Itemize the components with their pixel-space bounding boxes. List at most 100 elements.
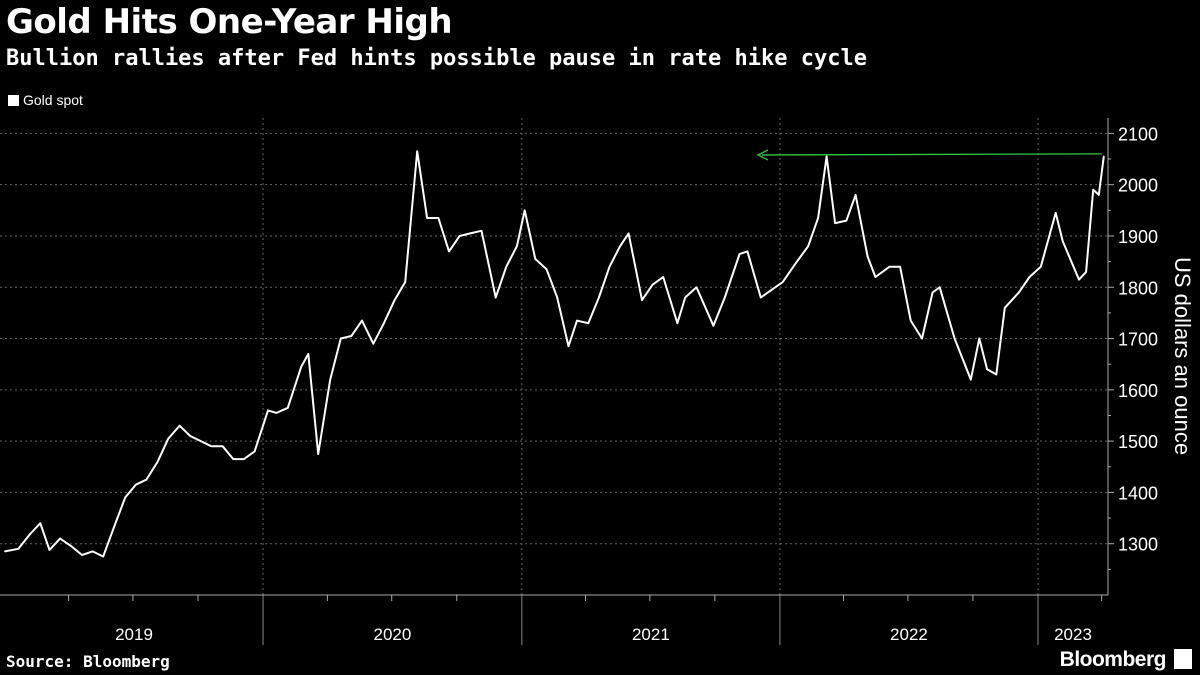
data-point: [361, 319, 363, 322]
data-point: [662, 276, 665, 278]
data-point: [1092, 189, 1094, 191]
y-tick-label: 1400: [1118, 483, 1158, 503]
data-point: [931, 291, 934, 294]
y-tick-label: 1500: [1118, 432, 1158, 452]
data-point: [978, 337, 981, 340]
data-point: [286, 406, 289, 409]
data-point: [145, 478, 148, 481]
x-tick-label: 2019: [115, 625, 153, 644]
data-point: [124, 496, 126, 499]
data-point: [695, 286, 698, 289]
legend-swatch: [8, 94, 19, 106]
data-point: [834, 222, 836, 224]
data-point: [469, 232, 472, 235]
data-point: [545, 268, 548, 271]
data-point: [505, 265, 508, 268]
legend-label: Gold spot: [23, 92, 83, 108]
data-point: [307, 353, 310, 355]
data-point: [1018, 291, 1020, 294]
data-point: [300, 365, 303, 368]
data-point: [91, 550, 94, 553]
y-tick-label: 1300: [1118, 535, 1158, 555]
data-point: [329, 378, 332, 381]
data-point: [817, 217, 819, 219]
data-point: [909, 319, 912, 322]
data-point: [796, 260, 798, 263]
bloomberg-terminal-icon: [1174, 649, 1192, 669]
data-point: [760, 296, 762, 299]
data-point: [317, 453, 319, 455]
annotation-arrow-line: [761, 153, 1102, 156]
data-point: [81, 554, 83, 556]
data-point: [1098, 194, 1100, 196]
data-point: [404, 281, 406, 283]
y-tick-label: 1700: [1118, 330, 1158, 350]
x-tick-label: 2022: [890, 625, 928, 644]
data-point: [1054, 212, 1057, 214]
data-point: [608, 265, 611, 268]
data-point: [684, 296, 686, 299]
data-point: [746, 250, 749, 253]
data-point: [1061, 240, 1064, 242]
data-point: [189, 435, 192, 437]
data-point: [576, 319, 578, 322]
data-point: [494, 296, 497, 299]
data-point: [866, 255, 869, 258]
annotation-arrow-head: [756, 149, 769, 161]
series-line-gold-spot: [4, 150, 1105, 558]
legend: Gold spot: [8, 92, 83, 108]
data-point: [437, 217, 440, 219]
data-point: [534, 258, 537, 260]
data-point: [156, 460, 159, 463]
data-point: [416, 150, 418, 153]
data-point: [28, 533, 31, 536]
data-point: [48, 549, 51, 551]
data-point: [383, 322, 385, 324]
data-point: [448, 250, 450, 253]
data-point: [567, 345, 570, 348]
data-point: [39, 522, 42, 524]
data-point: [17, 548, 20, 550]
data-point: [1040, 265, 1042, 268]
data-point: [1028, 276, 1031, 278]
data-point: [113, 524, 116, 527]
data-point: [372, 342, 375, 345]
data-point: [627, 232, 630, 235]
data-point: [807, 245, 809, 248]
data-point: [516, 245, 518, 248]
data-point: [651, 283, 654, 286]
data-point: [676, 322, 679, 324]
data-point: [275, 412, 278, 414]
data-point: [767, 291, 769, 294]
y-tick-label: 2000: [1118, 176, 1158, 196]
data-point: [845, 219, 848, 222]
data-point: [4, 550, 6, 553]
data-point: [523, 209, 526, 212]
data-point: [854, 194, 857, 196]
y-tick-label: 1900: [1118, 227, 1158, 247]
data-point: [899, 265, 901, 268]
data-point: [102, 555, 105, 558]
data-point: [70, 545, 73, 548]
chart-title: Gold Hits One-Year High: [6, 2, 453, 42]
data-point: [619, 245, 621, 248]
data-point: [1003, 306, 1006, 309]
data-point: [167, 437, 170, 440]
data-point: [350, 335, 353, 337]
data-point: [938, 286, 941, 289]
data-point: [874, 276, 877, 278]
data-point: [995, 373, 998, 376]
data-point: [738, 253, 741, 255]
data-point: [221, 445, 224, 448]
data-point: [970, 378, 972, 381]
data-point: [458, 235, 461, 237]
data-point: [712, 324, 715, 327]
data-point: [232, 458, 235, 460]
data-point: [1078, 278, 1080, 281]
data-point: [587, 322, 590, 324]
data-point: [253, 450, 256, 453]
data-point: [134, 483, 137, 486]
data-point: [921, 337, 923, 340]
x-tick-label: 2021: [632, 625, 670, 644]
data-point: [598, 296, 600, 299]
